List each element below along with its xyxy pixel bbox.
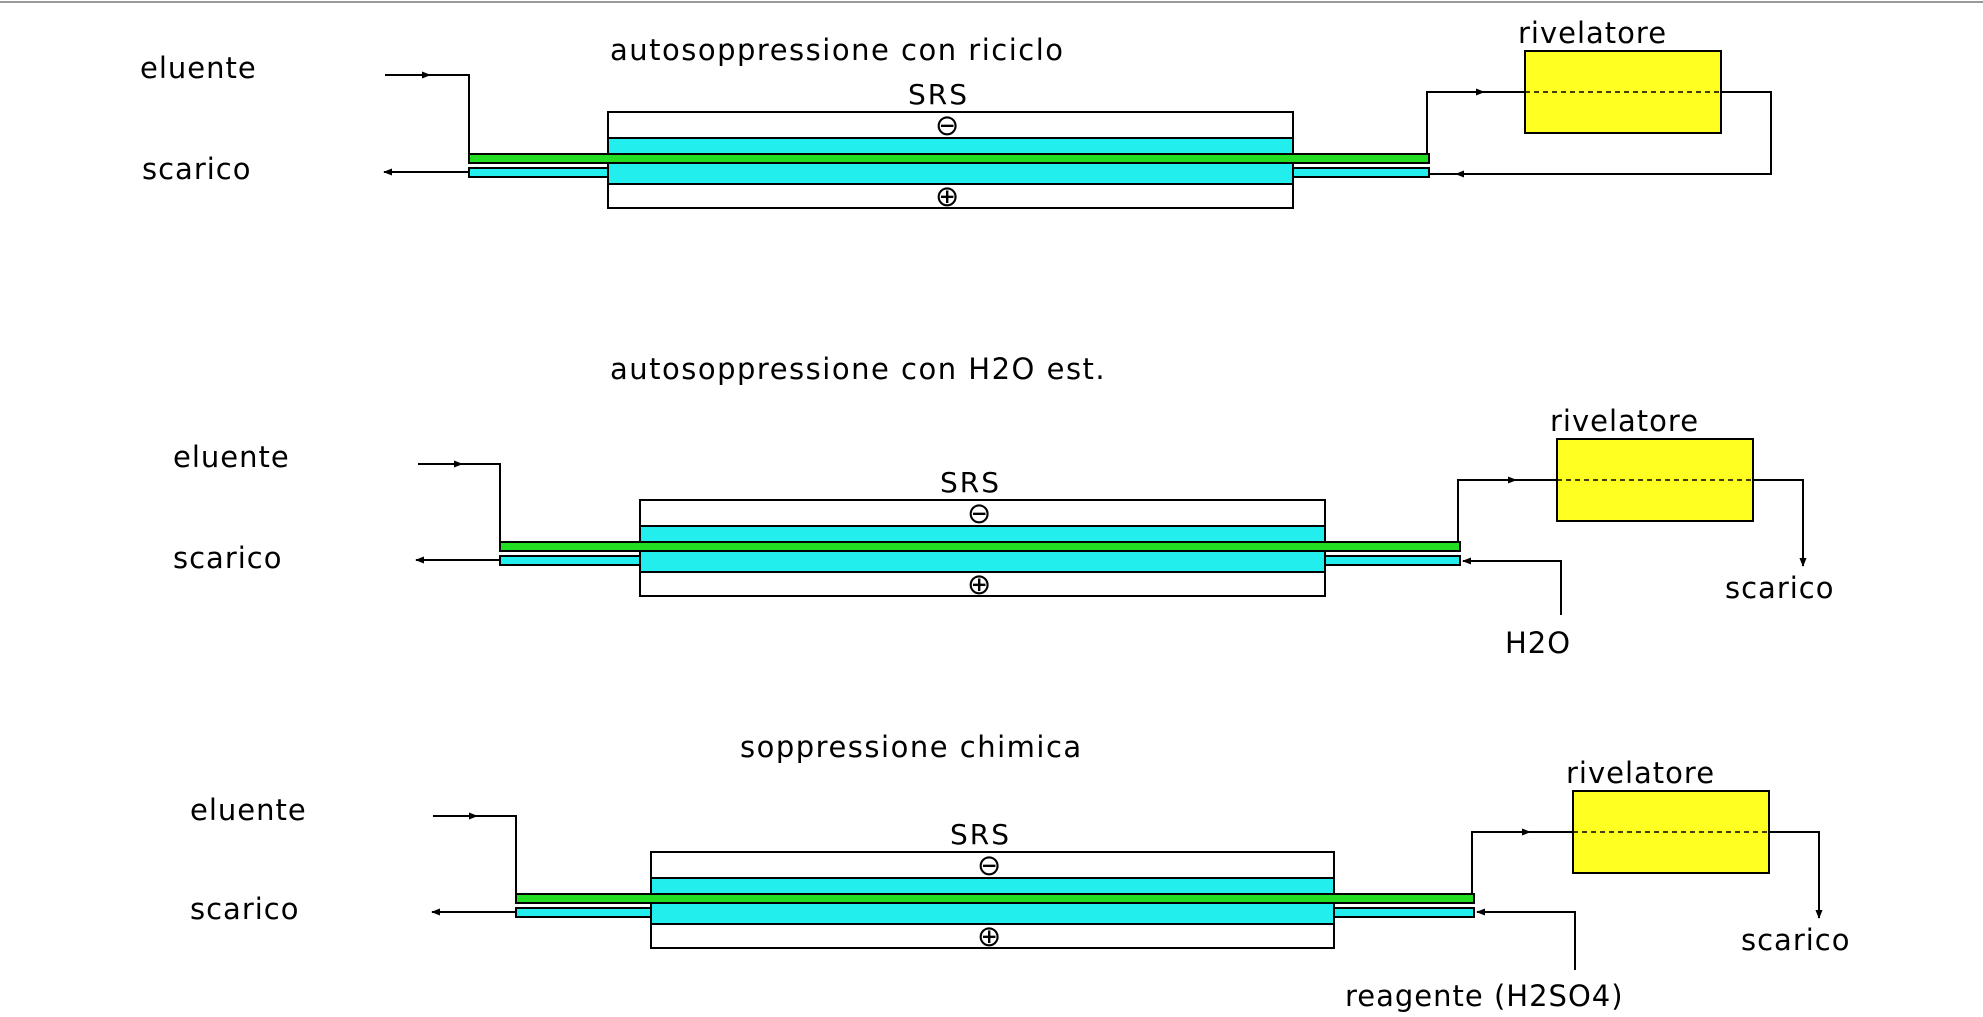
suppressor-label: SRS (950, 818, 1011, 851)
to-detector-line (1471, 831, 1573, 894)
reagent-feed-label: reagente (H2SO4) (1345, 979, 1624, 1012)
eluent-inlet-line (418, 463, 501, 545)
detector-label: rivelatore (1518, 16, 1667, 50)
water-feed-line (1462, 557, 1562, 615)
cathode-sign: ⊖ (967, 496, 992, 530)
eluent-inlet-line (433, 815, 517, 895)
anode-sign: ⊕ (935, 179, 960, 213)
suppressor-label: SRS (908, 78, 969, 111)
detector-label: rivelatore (1550, 404, 1699, 438)
eluent-label: eluente (140, 51, 257, 85)
waste-channel-right (1333, 907, 1475, 918)
detector-label: rivelatore (1566, 756, 1715, 790)
waste-label: scarico (190, 892, 300, 926)
anode-sign: ⊕ (967, 567, 992, 601)
reagent-feed-line (1476, 908, 1576, 970)
diagram-title: autosoppressione con H2O est. (610, 352, 1106, 386)
waste-channel-left (499, 555, 641, 566)
waste-channel-right (1292, 167, 1430, 178)
suppressor-bottom-chamber (639, 571, 1326, 597)
suppressor-bottom-chamber (650, 923, 1335, 949)
diagram-chemical: soppressione chimica eluente scarico SRS… (190, 730, 1851, 1013)
recycle-loop-line (1429, 91, 1772, 175)
water-feed-label: H2O (1505, 626, 1571, 660)
detector-outlet-label: scarico (1741, 923, 1851, 957)
diagram-title: autosoppressione con riciclo (610, 33, 1065, 67)
to-detector-line (1426, 91, 1525, 154)
detector-outlet-line (1769, 831, 1823, 919)
cathode-sign: ⊖ (977, 848, 1002, 882)
diagram-recycle: autosoppressione con riciclo eluente sca… (140, 16, 1772, 213)
anode-sign: ⊕ (977, 919, 1002, 953)
eluent-channel (515, 893, 1475, 904)
eluent-channel (468, 153, 1430, 164)
suppressor-bottom-chamber (607, 183, 1294, 209)
detector-outlet-label: scarico (1725, 571, 1835, 605)
eluent-channel (499, 541, 1461, 552)
suppressor-top-chamber (650, 851, 1335, 879)
to-detector-line (1457, 479, 1557, 542)
eluent-label: eluente (173, 440, 290, 474)
diagram-external-water: autosoppressione con H2O est. eluente sc… (173, 352, 1835, 660)
waste-label: scarico (173, 541, 283, 575)
suppressor-label: SRS (940, 466, 1001, 499)
suppressor-top-chamber (607, 111, 1294, 139)
waste-label: scarico (142, 152, 252, 186)
waste-channel-left (468, 167, 609, 178)
eluent-inlet-line (385, 74, 470, 157)
eluent-label: eluente (190, 793, 307, 827)
diagram-title: soppressione chimica (740, 730, 1083, 764)
detector-outlet-line (1753, 479, 1807, 567)
waste-channel-right (1324, 555, 1461, 566)
cathode-sign: ⊖ (935, 108, 960, 142)
waste-channel-left (515, 907, 652, 918)
